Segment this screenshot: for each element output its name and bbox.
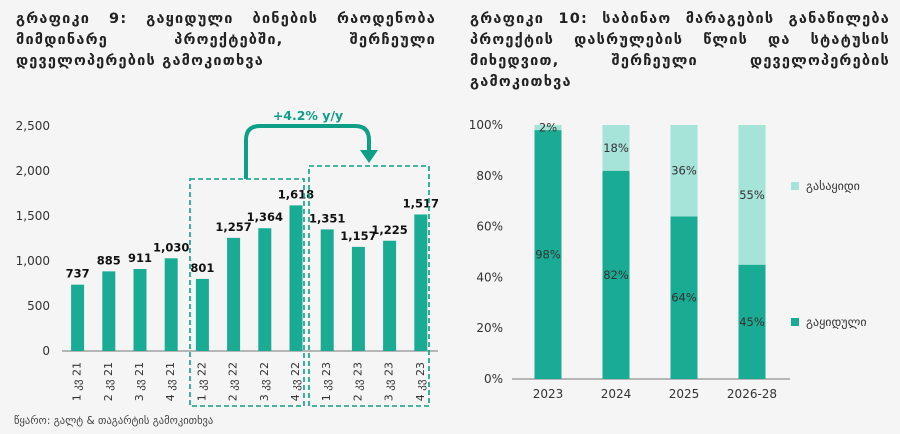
bar-sold [738, 264, 766, 379]
data-label: 1,618 [278, 187, 314, 201]
legend-label-sold: გაყიდული [806, 315, 867, 329]
bar [195, 278, 209, 351]
y-tick-label: 100% [469, 118, 503, 132]
arrow-head [360, 150, 378, 163]
data-label: 737 [66, 267, 90, 281]
data-label-unsold: 2% [539, 121, 557, 135]
chart-2-title: გრაფიკი 10: საბინაო მარაგების განაწილება… [470, 11, 890, 90]
x-tick-label: 1 კვ 21 [71, 362, 84, 401]
bar [414, 214, 428, 351]
data-label: 1,030 [153, 240, 189, 254]
data-label-unsold: 36% [671, 164, 697, 178]
data-label: 1,257 [215, 220, 251, 234]
legend-swatch-unsold [791, 182, 799, 190]
data-label: 801 [190, 261, 214, 275]
data-label-sold: 64% [671, 291, 697, 305]
y-tick-label: 2,500 [16, 119, 50, 133]
data-label-sold: 82% [603, 268, 629, 282]
growth-arrow [244, 124, 371, 179]
chart-1-title: გრაფიკი 9: გაყიდული ბინების რაოდენობა მი… [16, 11, 436, 69]
bar-sold [670, 216, 698, 379]
x-tick-label: 2026-28 [727, 387, 777, 401]
growth-annotation: +4.2% y/y [273, 108, 343, 123]
bar [351, 246, 365, 351]
x-tick-label: 2025 [669, 387, 700, 401]
x-tick-label: 2023 [533, 387, 564, 401]
data-label: 885 [97, 253, 121, 267]
x-tick-label: 1 კვ 23 [320, 362, 333, 401]
bar [258, 228, 272, 351]
data-label: 1,517 [403, 196, 439, 210]
data-label: 1,225 [371, 223, 407, 237]
data-label-unsold: 55% [739, 188, 765, 202]
bar [320, 229, 334, 351]
chart-1: 0 500 1,000 1,500 2,000 2,500 737 1 კვ 21 885 2 კ… [16, 108, 439, 407]
bar [71, 284, 85, 351]
y-tick-label: 500 [27, 299, 50, 313]
x-tick-label: 3 კვ 22 [258, 362, 271, 401]
y-tick-label: 0% [484, 372, 503, 386]
data-label: 1,157 [340, 229, 376, 243]
legend-label-unsold: გასაყიდი [806, 179, 860, 193]
y-tick-label: 1,500 [16, 209, 50, 223]
legend-swatch-sold [791, 318, 799, 326]
x-tick-label: 4 კვ 23 [414, 362, 427, 401]
x-tick-label: 4 კვ 21 [164, 362, 177, 401]
source-note: წყარო: გალტ & თაგარტის გამოკითხვა [14, 415, 214, 427]
bar [133, 269, 147, 351]
y-tick-label: 40% [476, 270, 503, 284]
x-tick-label: 3 კვ 23 [383, 362, 396, 401]
highlight-box-2023 [308, 165, 430, 407]
data-label-sold: 45% [739, 315, 765, 329]
x-tick-label: 2 კვ 21 [102, 362, 115, 401]
y-tick-label: 20% [476, 321, 503, 335]
x-tick-label: 4 კვ 22 [289, 362, 302, 401]
x-tick-label: 1 კვ 22 [195, 362, 208, 401]
bar [289, 205, 303, 351]
y-tick-label: 0 [42, 344, 50, 358]
x-tick-label: 3 კვ 21 [133, 362, 146, 401]
bar-unsold [738, 125, 766, 265]
y-tick-label: 80% [476, 169, 503, 183]
bar [227, 237, 241, 351]
bar-sold [534, 130, 562, 379]
bar-unsold [602, 125, 630, 171]
bar [102, 271, 116, 351]
x-tick-label: 2 კვ 22 [227, 362, 240, 401]
bar-sold [602, 170, 630, 379]
data-label: 911 [128, 251, 152, 265]
y-tick-label: 60% [476, 220, 503, 234]
y-tick-label: 2,000 [16, 164, 50, 178]
bar [164, 258, 178, 351]
data-label: 1,351 [309, 211, 345, 225]
y-tick-label: 1,000 [16, 254, 50, 268]
data-label: 1,364 [247, 210, 283, 224]
x-tick-label: 2024 [601, 387, 632, 401]
x-tick-label: 2 კვ 23 [351, 362, 364, 401]
data-label-sold: 98% [535, 248, 561, 262]
data-label-unsold: 18% [603, 141, 629, 155]
bar-unsold [534, 125, 562, 131]
bar-unsold [670, 125, 698, 217]
bar [383, 240, 397, 351]
